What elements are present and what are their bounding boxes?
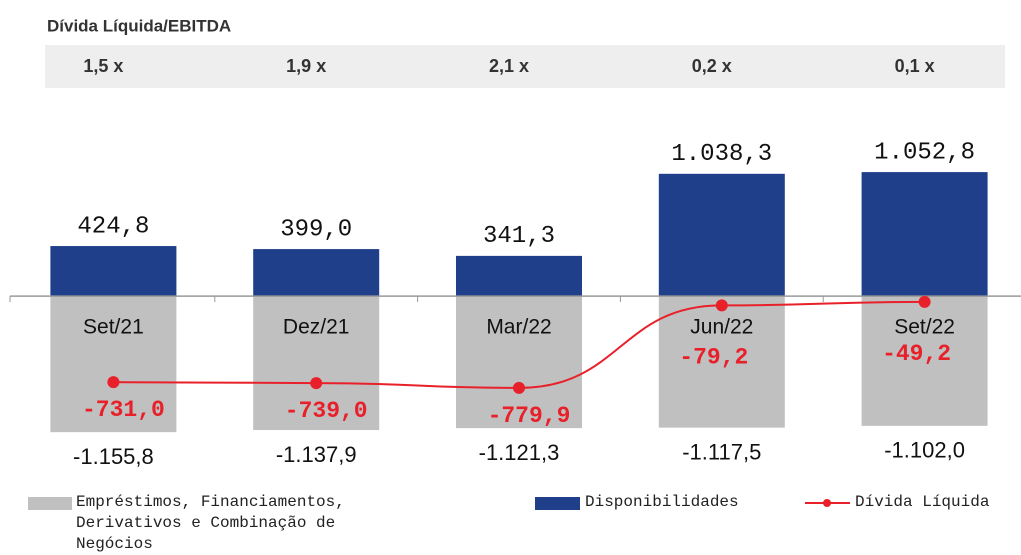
value-label: -1.121,3 [479,440,560,465]
bar [253,249,380,297]
bar [658,296,785,428]
bar [253,296,380,431]
value-label: 341,3 [483,223,555,250]
legend-swatch [535,497,580,510]
value-label: -1.155,8 [73,444,154,469]
line-point [918,295,931,308]
bar [50,296,177,433]
bar [456,255,582,297]
ratio-band [45,45,1005,88]
value-label: 1.038,3 [671,141,772,168]
legend-swatch [28,497,72,510]
line-point [715,299,728,312]
x-tick-label: Dez/21 [283,316,350,339]
line-point [107,376,120,389]
bar [861,172,988,297]
legend-label: Empréstimos, Financiamentos, Derivativos… [76,493,345,553]
line-point [310,377,323,390]
line-value-label: -49,2 [882,341,951,367]
line-value-label: -779,9 [488,403,571,429]
value-label: 1.052,8 [874,139,975,166]
chart: Dívida Líquida/EBITDA -1.155,8 -1.137,9 -1… [9,16,1021,469]
line-value-label: -79,2 [679,344,748,370]
value-label: -1.102,0 [884,438,965,463]
page: {"chart_data": {"type": "bar", "title": … [9,16,1021,553]
line-value-label: -739,0 [285,398,368,424]
x-tick-label: Jun/22 [690,316,753,339]
x-tick-label: Set/21 [83,316,144,339]
bar [456,296,582,429]
legend-label: Disponibilidades [585,493,739,511]
value-label: -1.117,5 [682,439,761,464]
value-label: -1.137,9 [276,442,357,467]
bar [861,296,988,426]
ratio-label: 0,1 x [895,56,935,76]
legend-item: Empréstimos, Financiamentos, Derivativos… [28,492,376,555]
legend-item: Dívida Líquida [805,492,989,513]
legend-item: Disponibilidades [535,492,739,513]
line-value-label: -731,0 [82,397,165,423]
ratio-label: 2,1 x [489,56,529,76]
ratio-label: 1,5 x [83,56,123,76]
line-point [513,381,525,394]
bar [50,246,177,297]
legend-swatch [805,499,850,507]
bar [658,173,785,297]
legend-label: Dívida Líquida [855,493,990,511]
ratio-label: 0,2 x [692,56,732,76]
ratio-label: 1,9 x [286,56,326,76]
value-label: 424,8 [77,213,149,240]
value-label: 399,0 [280,216,352,243]
x-tick-label: Mar/22 [486,316,551,339]
x-tick-label: Set/22 [894,316,955,339]
chart-title: Dívida Líquida/EBITDA [47,16,231,35]
